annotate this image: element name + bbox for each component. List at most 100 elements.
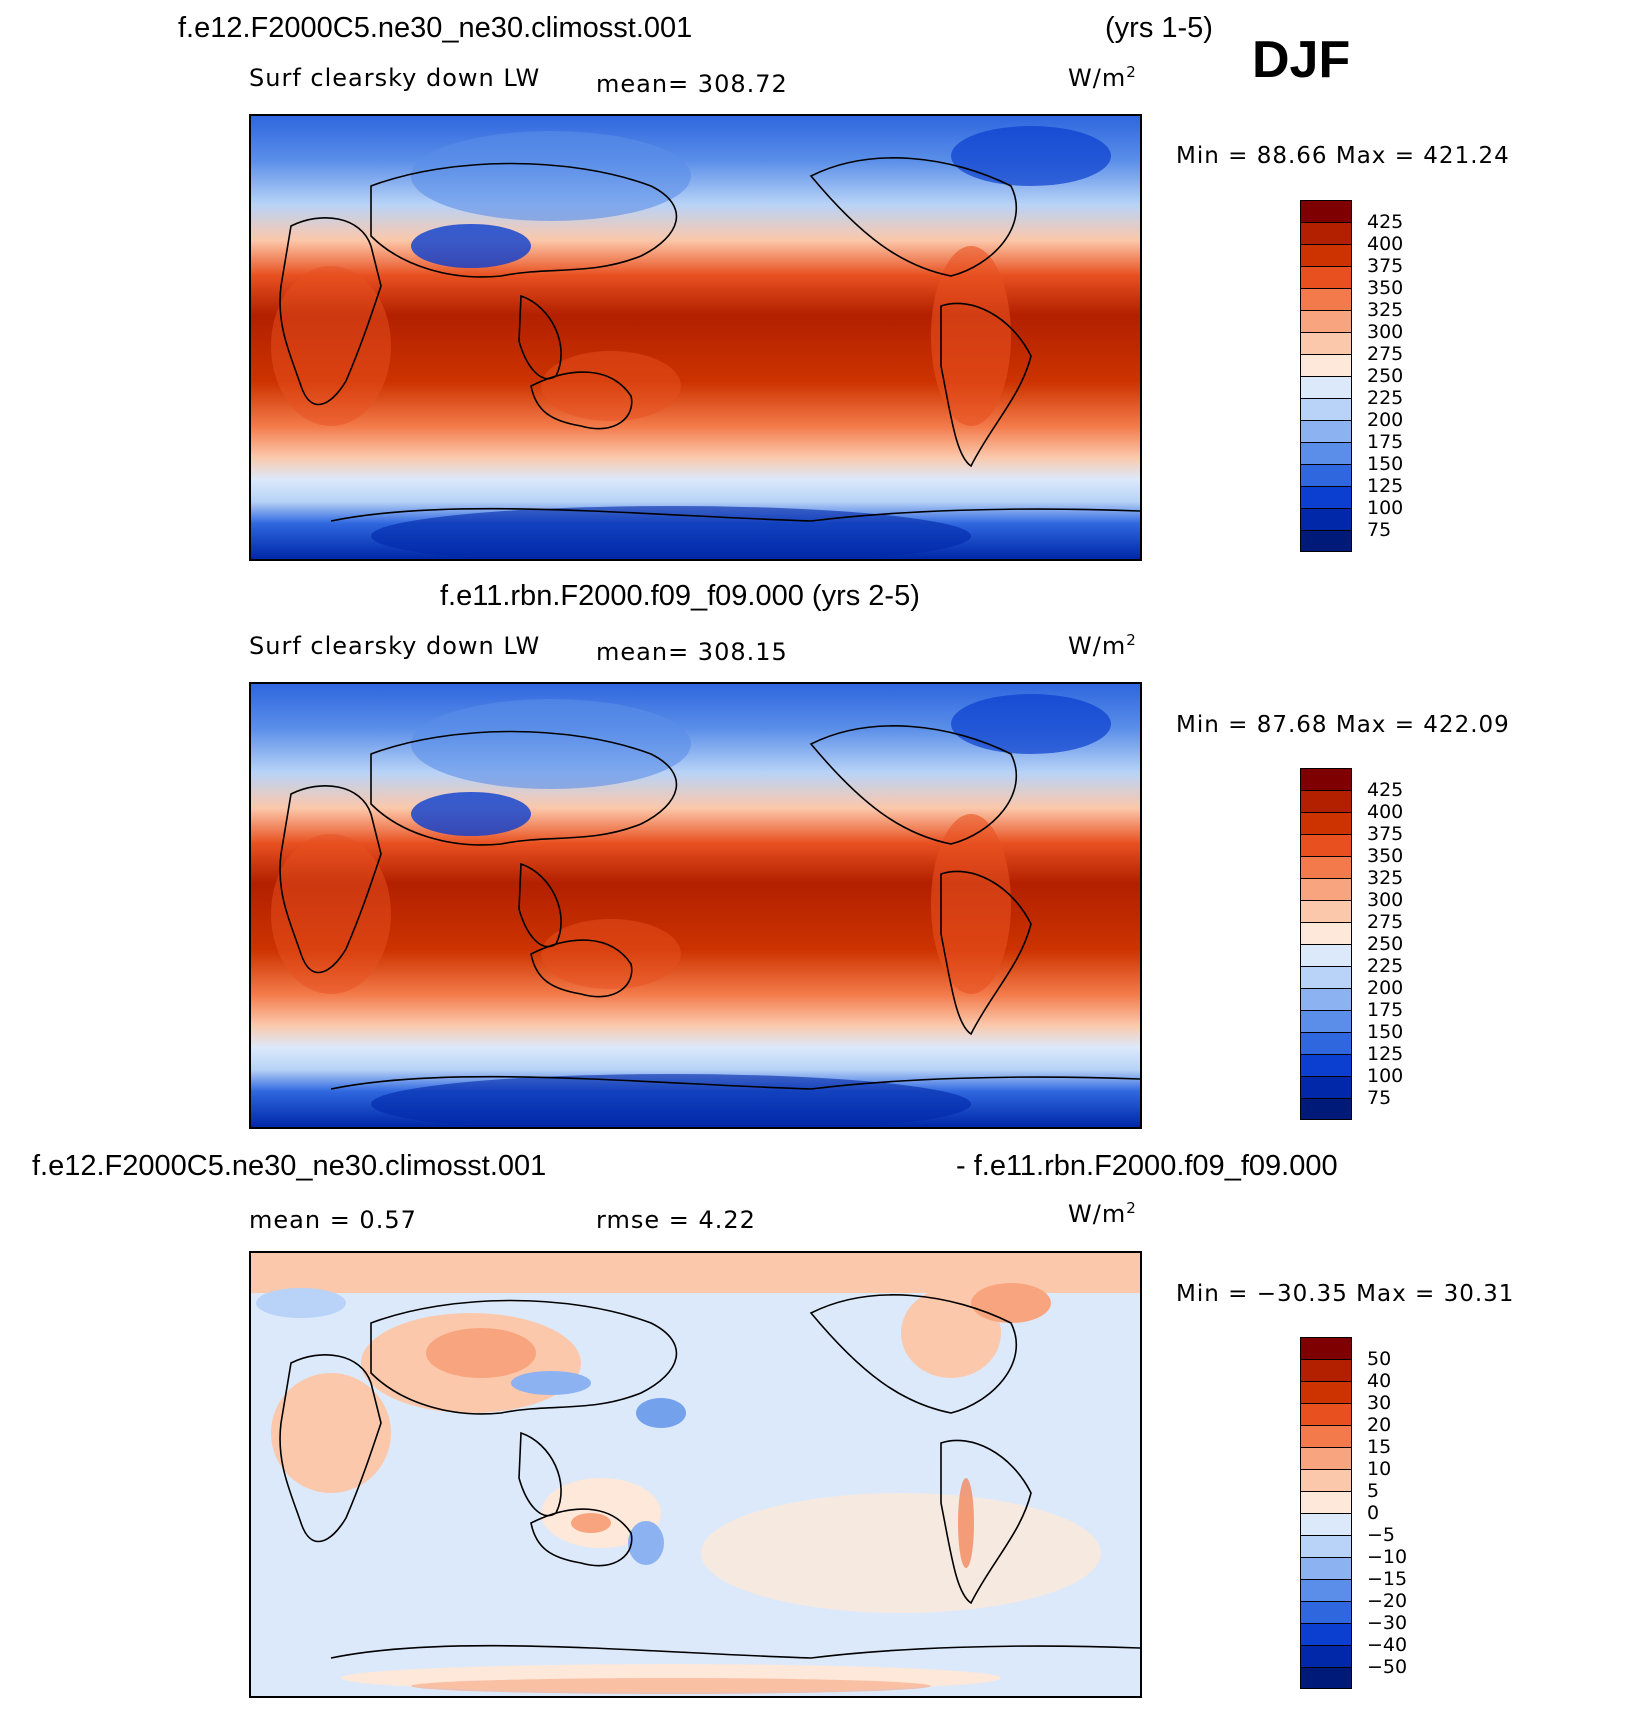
colorbar-tick-label: 350 — [1367, 845, 1404, 867]
colorbar-segment — [1300, 944, 1352, 966]
colorbar-segment — [1300, 966, 1352, 988]
colorbar-segment — [1300, 1601, 1352, 1623]
panel3-mean: mean = 0.57 — [249, 1206, 417, 1234]
colorbar-segment — [1300, 1535, 1352, 1557]
colorbar-segment — [1300, 200, 1352, 222]
panel1-variable: Surf clearsky down LW — [249, 64, 541, 92]
colorbar-tick-label: 425 — [1367, 779, 1404, 801]
colorbar-segment — [1300, 1359, 1352, 1381]
colorbar-tick-label: 0 — [1367, 1502, 1380, 1524]
colorbar-tick-label: 225 — [1367, 955, 1404, 977]
colorbar-tick-label: 325 — [1367, 867, 1404, 889]
colorbar-segment — [1300, 1076, 1352, 1098]
colorbar-segment — [1300, 768, 1352, 790]
colorbar-tick-label: 75 — [1367, 519, 1392, 541]
colorbar-segment — [1300, 1425, 1352, 1447]
colorbar-segment — [1300, 288, 1352, 310]
colorbar-tick-label: −40 — [1367, 1634, 1408, 1656]
colorbar-tick-label: 350 — [1367, 277, 1404, 299]
panel1-unit: W/m2 — [1068, 63, 1137, 92]
colorbar-segment — [1300, 530, 1352, 552]
colorbar-tick-label: 275 — [1367, 911, 1404, 933]
colorbar-segment — [1300, 1513, 1352, 1535]
panel2-variable: Surf clearsky down LW — [249, 632, 541, 660]
colorbar-tick-label: 100 — [1367, 1065, 1404, 1087]
panel1-colorbar — [1300, 200, 1352, 552]
colorbar-tick-label: 150 — [1367, 1021, 1404, 1043]
panel3-colorbar — [1300, 1337, 1352, 1689]
colorbar-segment — [1300, 1645, 1352, 1667]
colorbar-tick-label: 5 — [1367, 1480, 1380, 1502]
colorbar-segment — [1300, 398, 1352, 420]
colorbar-segment — [1300, 222, 1352, 244]
colorbar-tick-label: 300 — [1367, 889, 1404, 911]
colorbar-segment — [1300, 1381, 1352, 1403]
colorbar-tick-label: 10 — [1367, 1458, 1392, 1480]
colorbar-segment — [1300, 420, 1352, 442]
colorbar-tick-label: 325 — [1367, 299, 1404, 321]
colorbar-tick-label: 200 — [1367, 977, 1404, 999]
colorbar-segment — [1300, 834, 1352, 856]
colorbar-tick-label: 50 — [1367, 1348, 1392, 1370]
colorbar-tick-label: 125 — [1367, 475, 1404, 497]
colorbar-tick-label: 400 — [1367, 801, 1404, 823]
colorbar-tick-label: −20 — [1367, 1590, 1408, 1612]
colorbar-tick-label: 15 — [1367, 1436, 1392, 1458]
panel2-unit: W/m2 — [1068, 631, 1137, 660]
panel1-years: (yrs 1-5) — [1105, 12, 1213, 44]
colorbar-segment — [1300, 1447, 1352, 1469]
colorbar-tick-label: −50 — [1367, 1656, 1408, 1678]
panel3-rmse: rmse = 4.22 — [596, 1206, 756, 1234]
panel1-mean: mean= 308.72 — [596, 70, 788, 98]
colorbar-tick-label: 150 — [1367, 453, 1404, 475]
colorbar-segment — [1300, 1337, 1352, 1359]
colorbar-tick-label: −5 — [1367, 1524, 1396, 1546]
colorbar-tick-label: 225 — [1367, 387, 1404, 409]
panel2-title: f.e11.rbn.F2000.f09_f09.000 (yrs 2-5) — [440, 580, 920, 612]
colorbar-tick-label: −15 — [1367, 1568, 1408, 1590]
colorbar-segment — [1300, 266, 1352, 288]
panel1-minmax: Min = 88.66 Max = 421.24 — [1176, 143, 1510, 169]
colorbar-tick-label: 100 — [1367, 497, 1404, 519]
colorbar-segment — [1300, 1491, 1352, 1513]
season-label: DJF — [1252, 31, 1351, 89]
colorbar-tick-label: 375 — [1367, 823, 1404, 845]
colorbar-tick-label: 175 — [1367, 999, 1404, 1021]
colorbar-segment — [1300, 508, 1352, 530]
panel2-map-field — [251, 684, 1140, 1127]
colorbar-segment — [1300, 486, 1352, 508]
panel3-map — [249, 1251, 1142, 1698]
colorbar-tick-label: 425 — [1367, 211, 1404, 233]
panel3-unit: W/m2 — [1068, 1199, 1137, 1228]
colorbar-tick-label: 300 — [1367, 321, 1404, 343]
colorbar-segment — [1300, 790, 1352, 812]
colorbar-segment — [1300, 1623, 1352, 1645]
colorbar-tick-label: 175 — [1367, 431, 1404, 453]
colorbar-segment — [1300, 310, 1352, 332]
panel3-title-left: f.e12.F2000C5.ne30_ne30.climosst.001 — [32, 1150, 547, 1182]
colorbar-segment — [1300, 900, 1352, 922]
colorbar-tick-label: 250 — [1367, 365, 1404, 387]
colorbar-segment — [1300, 332, 1352, 354]
panel1-map — [249, 114, 1142, 561]
colorbar-segment — [1300, 244, 1352, 266]
panel3-minmax: Min = −30.35 Max = 30.31 — [1176, 1281, 1515, 1307]
colorbar-segment — [1300, 1667, 1352, 1689]
colorbar-tick-label: 375 — [1367, 255, 1404, 277]
colorbar-segment — [1300, 922, 1352, 944]
colorbar-tick-label: 40 — [1367, 1370, 1392, 1392]
colorbar-tick-label: 30 — [1367, 1392, 1392, 1414]
colorbar-segment — [1300, 1098, 1352, 1120]
colorbar-segment — [1300, 1032, 1352, 1054]
colorbar-tick-label: 125 — [1367, 1043, 1404, 1065]
colorbar-tick-label: 250 — [1367, 933, 1404, 955]
colorbar-segment — [1300, 376, 1352, 398]
colorbar-tick-label: 200 — [1367, 409, 1404, 431]
colorbar-segment — [1300, 442, 1352, 464]
colorbar-segment — [1300, 354, 1352, 376]
colorbar-segment — [1300, 1010, 1352, 1032]
colorbar-tick-label: −30 — [1367, 1612, 1408, 1634]
colorbar-segment — [1300, 1054, 1352, 1076]
colorbar-tick-label: 275 — [1367, 343, 1404, 365]
colorbar-tick-label: 20 — [1367, 1414, 1392, 1436]
